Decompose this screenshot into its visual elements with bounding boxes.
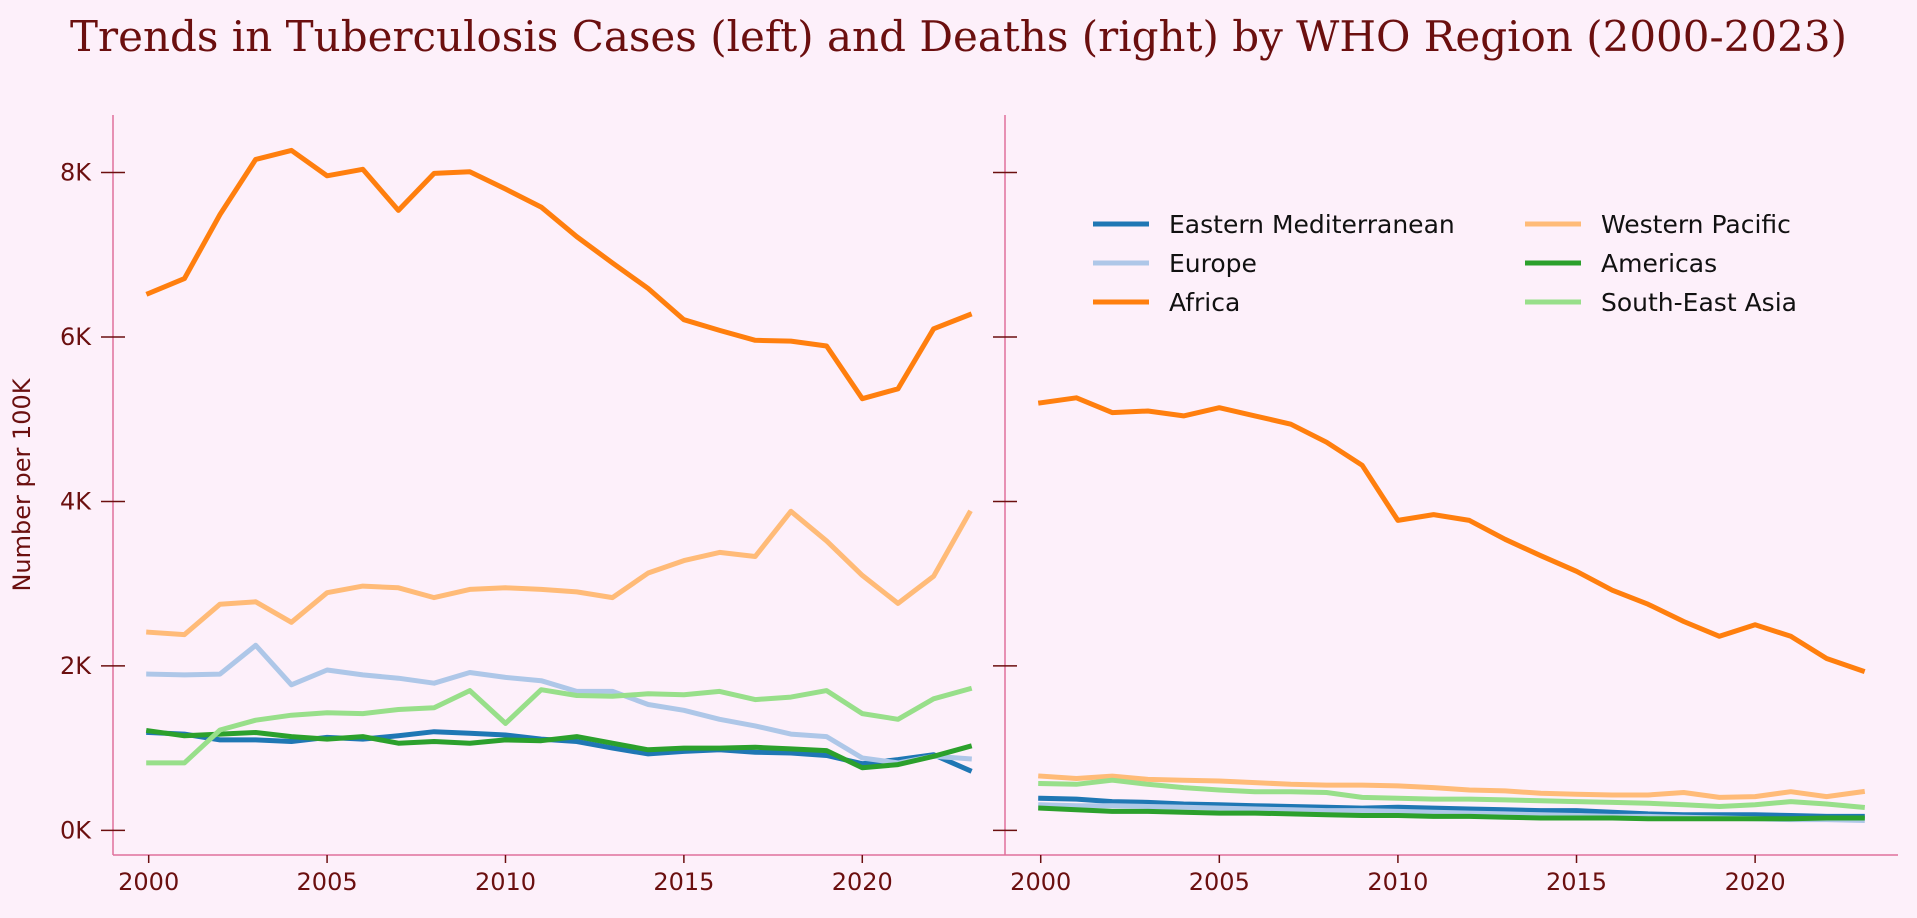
deaths-x-tick-label: 2015 bbox=[1546, 868, 1607, 896]
deaths-x-tick-label: 2000 bbox=[1010, 868, 1071, 896]
legend-label-western-pacific: Western Pacific bbox=[1601, 210, 1791, 239]
cases-x-tick-label: 2015 bbox=[653, 868, 714, 896]
cases-series-western-pacific bbox=[146, 508, 973, 638]
cases-y-tick-label: 4K bbox=[60, 487, 92, 515]
cases-x-tick-label: 2005 bbox=[297, 868, 358, 896]
deaths-series-eastern-mediterranean bbox=[1038, 795, 1865, 819]
cases-x-tick-label: 2010 bbox=[475, 868, 536, 896]
y-axis-label: Number per 100K bbox=[8, 377, 36, 591]
cases-series-south-east-asia bbox=[146, 685, 973, 766]
cases-series-americas bbox=[145, 727, 973, 771]
deaths-panel: 2000 2005 2010 2015 2020 bbox=[993, 115, 1898, 896]
legend: Eastern Mediterranean Europe Africa Western… bbox=[1093, 210, 1797, 317]
cases-x-tick-label: 2000 bbox=[118, 868, 179, 896]
cases-x-tick-label: 2020 bbox=[832, 868, 893, 896]
deaths-series-south-east-asia bbox=[1038, 777, 1866, 811]
deaths-series-americas bbox=[1038, 805, 1865, 822]
chart-title: Trends in Tuberculosis Cases (left) and … bbox=[70, 12, 1847, 61]
legend-label-south-east-asia: South-East Asia bbox=[1601, 288, 1797, 317]
deaths-series-western-pacific bbox=[1038, 773, 1866, 800]
legend-label-europe: Europe bbox=[1169, 249, 1257, 278]
cases-series-africa bbox=[145, 147, 973, 402]
deaths-x-tick-label: 2010 bbox=[1367, 868, 1428, 896]
legend-label-africa: Africa bbox=[1169, 288, 1240, 317]
cases-y-tick-label: 2K bbox=[60, 652, 92, 680]
cases-y-tick-label: 8K bbox=[60, 159, 92, 187]
cases-y-tick-label: 0K bbox=[60, 816, 92, 844]
legend-label-eastern-mediterranean: Eastern Mediterranean bbox=[1169, 210, 1455, 239]
deaths-x-tick-label: 2020 bbox=[1725, 868, 1786, 896]
legend-label-americas: Americas bbox=[1601, 249, 1717, 278]
deaths-series-africa bbox=[1037, 395, 1866, 674]
cases-series-europe bbox=[146, 642, 972, 766]
deaths-x-tick-label: 2005 bbox=[1189, 868, 1250, 896]
cases-panel: 0K 2K 4K 6K 8K 2000 2005 2010 2015 2020 bbox=[60, 115, 1005, 896]
cases-y-tick-label: 6K bbox=[60, 323, 92, 351]
